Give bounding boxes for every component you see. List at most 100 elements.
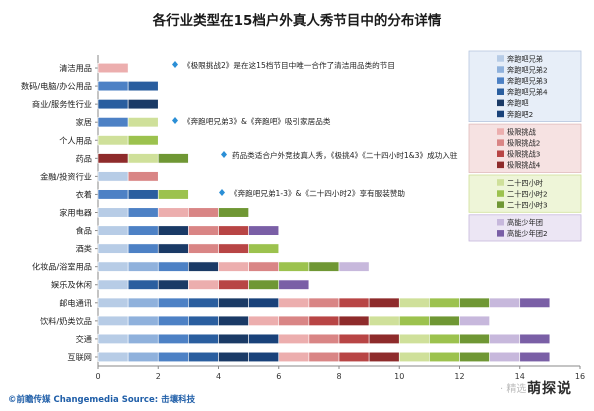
bar-segment	[368, 351, 400, 363]
bar-segment	[489, 297, 521, 308]
legend-label: 奔跑吧兄弟4	[507, 88, 548, 97]
bar-segment	[429, 297, 460, 308]
bar-segment	[157, 333, 189, 344]
bar-segment	[188, 261, 219, 272]
legend-group-panel	[468, 174, 582, 213]
bar-segment	[127, 189, 159, 200]
legend-swatch	[497, 219, 504, 226]
annotation-text: 《奔跑吧兄弟1-3》&《二十四小时2》享有服装赞助	[230, 188, 405, 198]
bar-segment	[127, 225, 159, 236]
bar-segment	[127, 135, 159, 146]
category-label: 互联网	[67, 352, 92, 362]
bar-segment	[157, 225, 189, 236]
legend-label: 极限挑战4	[507, 161, 541, 170]
bar-segment	[429, 333, 460, 344]
bar-segment	[368, 297, 400, 308]
legend-swatch	[497, 161, 504, 169]
x-tick-label: 2	[156, 372, 161, 381]
bar-segment	[127, 81, 159, 92]
category-label: 食品	[76, 226, 92, 236]
bar-segment	[248, 279, 280, 290]
category-label: 家用电器	[59, 208, 92, 218]
bar-segment	[218, 297, 249, 308]
bar-segment	[97, 351, 129, 363]
bar-segment	[308, 261, 340, 272]
x-tick-label: 6	[276, 372, 281, 381]
bar-segment	[218, 333, 249, 344]
bar-segment	[398, 333, 430, 344]
bar-segment	[248, 297, 280, 308]
bar-segment	[278, 279, 310, 290]
bar-segment	[338, 315, 370, 326]
category-label: 数码/电脑/办公用品	[21, 81, 92, 91]
bar-segment	[398, 297, 430, 308]
bar-segment	[218, 243, 249, 254]
annotation-text: 《极限挑战2》是在这15档节目中唯一合作了清洁用品类的节目	[183, 60, 395, 70]
category-label: 家居	[76, 117, 92, 127]
legend-swatch	[497, 150, 504, 157]
bar-segment	[278, 315, 310, 326]
bar-segment	[97, 243, 129, 254]
bar-segment	[127, 297, 159, 308]
bar-segment	[338, 261, 370, 272]
bar-segment	[97, 315, 129, 326]
category-label: 饮料/奶类饮品	[40, 316, 92, 326]
annotation-marker	[221, 151, 227, 158]
watermark-logo: 萌探说	[527, 381, 572, 397]
watermark-text: · 精选	[500, 384, 527, 395]
bar-segment	[188, 297, 219, 308]
bar-segment	[218, 261, 249, 272]
x-tick-label: 0	[95, 372, 100, 381]
bar-segment	[188, 351, 219, 363]
legend-label: 高能少年团	[507, 218, 543, 227]
bar-segment	[127, 207, 159, 218]
bar-segment	[519, 351, 551, 363]
bar-segment	[519, 297, 551, 308]
bar-segment	[127, 315, 159, 326]
bar-segment	[127, 279, 159, 290]
legend-label: 二十四小时	[507, 178, 543, 187]
bar-segment	[368, 333, 400, 344]
category-label: 酒类	[76, 244, 92, 254]
bar-segment	[157, 315, 189, 326]
bar-segment	[278, 297, 310, 308]
x-tick-label: 10	[394, 372, 404, 381]
bar-segment	[398, 351, 430, 363]
legend-label: 奔跑吧兄弟3	[507, 77, 548, 86]
bar-segment	[248, 315, 280, 326]
bar-segment	[157, 189, 189, 200]
source-footer: ©前瞻传媒 Changemedia Source: 击壤科技	[8, 395, 196, 405]
bar-segment	[489, 351, 521, 363]
legend-group-panel	[468, 50, 582, 122]
legend-swatch	[497, 110, 504, 118]
bar-segment	[308, 333, 340, 344]
bar-segment	[218, 315, 249, 326]
bar-segment	[218, 207, 249, 218]
bar-segment	[248, 351, 280, 363]
bar-segment	[459, 333, 490, 344]
annotation-text: 《奔跑吧兄弟3》&《奔跑吧》吸引家居品类	[183, 116, 331, 126]
bar-segment	[489, 333, 521, 344]
bar-segment	[97, 135, 129, 146]
legend-group-panel	[468, 123, 582, 173]
category-label: 邮电通讯	[59, 298, 92, 308]
bar-segment	[97, 207, 129, 218]
bar-segment	[218, 279, 249, 290]
bar-segment	[188, 279, 219, 290]
bar-segment	[97, 171, 129, 182]
bar-segment	[188, 315, 219, 326]
legend-swatch	[497, 88, 504, 95]
bar-segment	[157, 261, 189, 272]
bar-segment	[338, 333, 370, 344]
bar-segment	[97, 261, 129, 272]
legend-swatch	[497, 201, 504, 208]
bar-segment	[459, 351, 490, 363]
bar-segment	[97, 333, 129, 344]
category-label: 交通	[76, 334, 92, 344]
legend-swatch	[497, 66, 504, 73]
bar-segment	[157, 351, 189, 363]
legend-label: 奔跑吧兄弟2	[507, 65, 548, 74]
legend-label: 奔跑吧	[507, 99, 529, 108]
bar-segment	[459, 315, 490, 326]
bar-segment	[248, 243, 280, 254]
